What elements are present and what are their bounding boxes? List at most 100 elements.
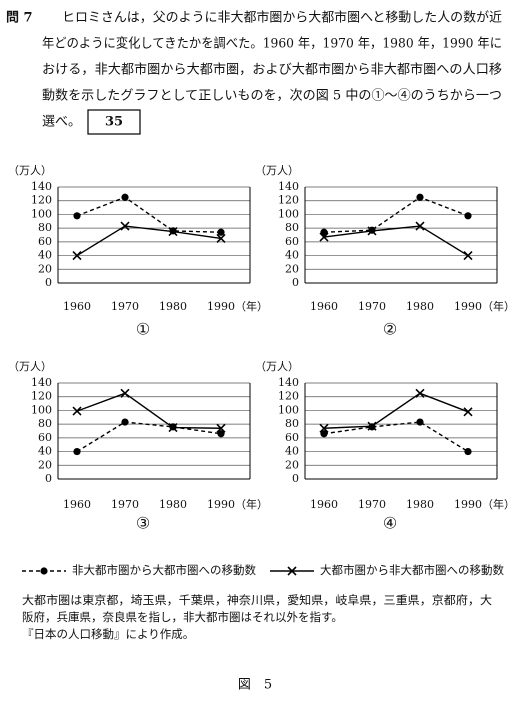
x-tick-label: 1980 [159,300,187,313]
y-axis-label: （万人） [8,360,52,373]
dot-marker [40,567,48,575]
x-stroke [120,221,130,231]
figure-label: 図 5 [238,678,272,693]
series-line [323,196,469,233]
x-marker [415,221,425,231]
y-tick-label: 20 [38,262,52,275]
x-tick-label: 1970 [111,498,139,511]
y-tick-label: 100 [31,207,52,220]
question-number: 問 7 [6,11,33,26]
y-tick-label: 140 [278,180,299,193]
x-marker [367,421,377,431]
x-marker [463,251,473,261]
x-tick-label: 1960 [63,300,91,313]
x-stroke [216,423,226,433]
y-tick-label: 40 [285,445,299,458]
x-tick-label: 1990 [207,300,235,313]
x-tick-label: 1970 [111,300,139,313]
y-tick-label: 20 [285,458,299,471]
x-axis-label: （年） [235,497,268,511]
note-line: 大都市圏は東京都，埼玉県，千葉県，神奈川県，愛知県，岐阜県，三重県，京都府，大 [22,593,493,607]
x-stroke [168,227,178,237]
x-stroke [319,232,329,242]
y-tick-label: 80 [285,417,299,430]
x-tick-label: 1990 [207,498,235,511]
x-marker [319,232,329,242]
x-stroke [319,423,329,433]
x-stroke [463,251,473,261]
x-marker [72,251,82,261]
dot-marker [320,430,328,438]
series-line [76,225,222,257]
series-line [323,421,469,453]
y-tick-label: 100 [278,403,299,416]
series-line [323,225,469,257]
y-tick-label: 60 [38,235,52,248]
x-stroke [72,251,82,261]
x-stroke [120,388,130,398]
dot-marker [73,447,81,456]
x-stroke [415,221,425,231]
dot-marker [217,228,225,236]
x-marker [216,423,226,433]
y-tick-label: 100 [278,207,299,220]
question-line: おける，非大都市圏から大都市圏，および大都市圏から非大都市圏への人口移 [42,62,502,78]
dot-marker [121,193,129,201]
answer-box [87,109,141,135]
x-tick-label: 1980 [406,300,434,313]
dot-marker [73,212,81,220]
x-tick-label: 1990 [454,300,482,313]
y-tick-label: 80 [285,221,299,234]
y-tick-label: 80 [38,417,52,430]
x-marker [415,388,425,398]
chart-label: ④ [383,514,397,533]
y-tick-label: 40 [38,445,52,458]
y-tick-label: 60 [285,235,299,248]
x-tick-label: 1960 [63,498,91,511]
x-stroke [367,226,377,236]
dot-marker [217,430,225,438]
x-tick-label: 1980 [406,498,434,511]
series-line [323,392,469,429]
x-marker [168,227,178,237]
y-tick-label: 120 [278,194,299,207]
series-line [76,196,222,233]
dot-marker [464,447,472,456]
x-marker [72,406,82,416]
y-tick-label: 140 [31,180,52,193]
x-stroke [216,233,226,243]
y-axis-label: （万人） [255,360,299,373]
dot-marker [416,418,424,426]
y-axis-label: （万人） [8,164,52,177]
y-tick-label: 40 [285,249,299,262]
x-tick-label: 1970 [358,300,386,313]
y-tick-label: 140 [278,376,299,389]
x-marker [367,226,377,236]
question-line: 動数を示したグラフとして正しいものを，次の図 5 中の①～④のうちから一つ [42,88,502,104]
y-tick-label: 120 [278,390,299,403]
x-stroke [367,421,377,431]
y-tick-label: 0 [45,276,52,289]
chart-label: ③ [136,514,150,533]
x-tick-label: 1970 [358,498,386,511]
x-tick-label: 1960 [310,300,338,313]
x-marker [463,407,473,417]
chart-label: ① [136,320,150,339]
x-tick-label: 1990 [454,498,482,511]
y-tick-label: 40 [38,249,52,262]
dot-marker [320,228,328,236]
x-tick-label: 1960 [310,498,338,511]
note-line: 阪府，兵庫県，奈良県を指し，非大都市圏はそれ以外を指す。 [22,610,343,624]
x-tick-label: 1980 [159,498,187,511]
y-tick-label: 0 [45,472,52,485]
note-line: 『日本の人口移動』により作成。 [22,627,194,641]
legend-label: 非大都市圏から大都市圏への移動数 [72,563,256,577]
series-line [76,421,222,453]
y-tick-label: 0 [292,276,299,289]
x-axis-label: （年） [482,497,515,511]
y-tick-label: 120 [31,194,52,207]
y-tick-label: 20 [38,458,52,471]
question-line: 年どのように変化してきたかを調べた。1960 年，1970 年，1980 年，1… [42,36,502,52]
x-marker [120,221,130,231]
